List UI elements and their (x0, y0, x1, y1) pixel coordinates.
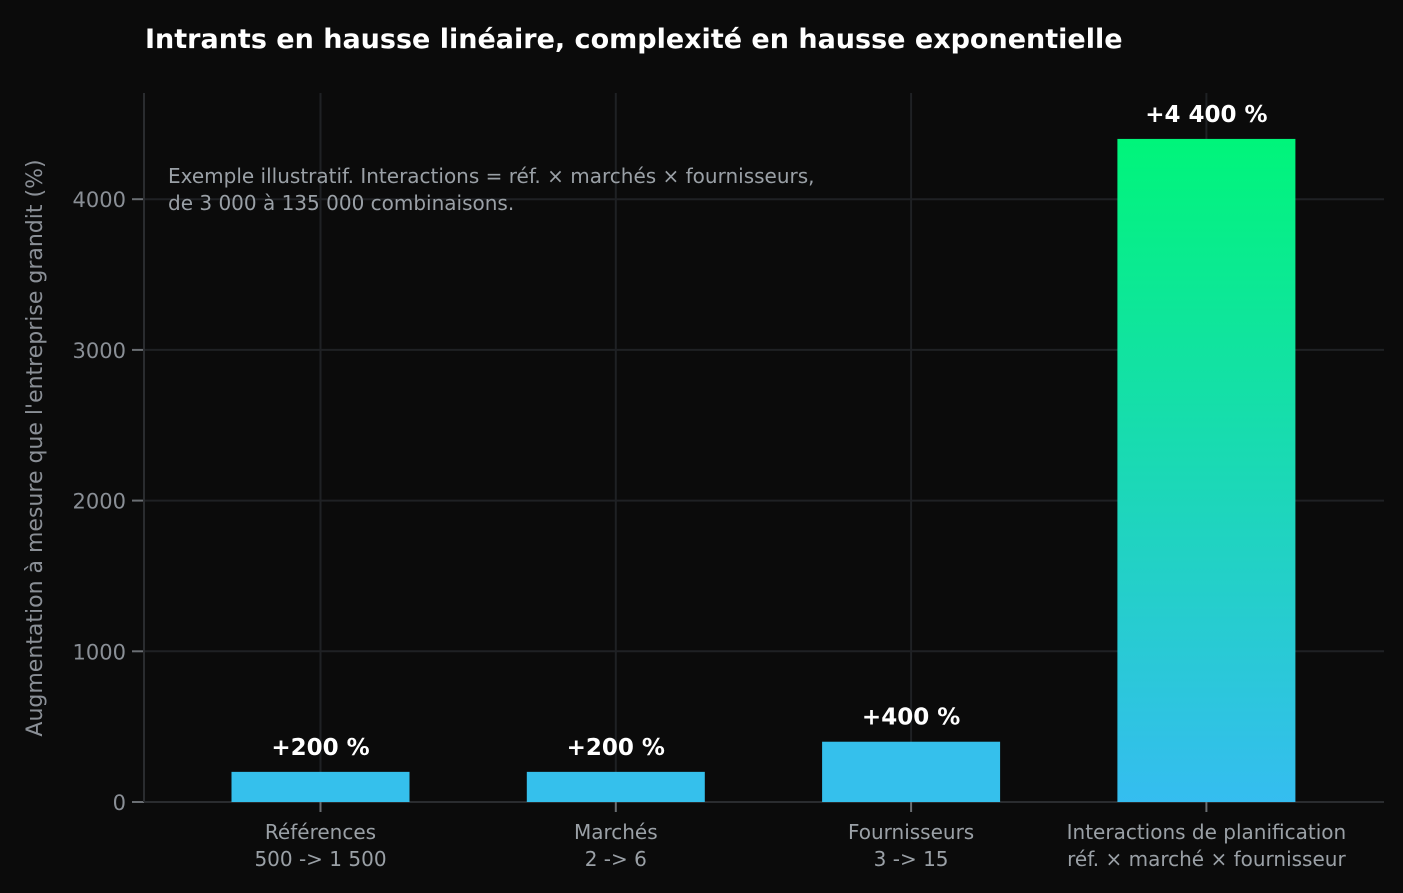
bar-1 (526, 771, 705, 802)
annotation-line-2: de 3 000 à 135 000 combinaisons. (168, 191, 514, 215)
bar-0 (231, 771, 410, 802)
y-tick-label-0: 0 (113, 791, 126, 815)
y-axis-label: Augmentation à mesure que l'entreprise g… (23, 159, 48, 736)
x-tick-label-2: Fournisseurs (848, 820, 974, 844)
x-tick-detail-2: 3 -> 15 (874, 847, 949, 871)
value-label-2: +400 % (862, 705, 960, 731)
value-label-0: +200 % (271, 735, 369, 761)
y-tick-label-2: 2000 (73, 490, 126, 514)
x-tick-detail-3: réf. × marché × fournisseur (1067, 847, 1346, 871)
x-tick-detail-0: 500 -> 1 500 (254, 847, 386, 871)
y-tick-label-4: 4000 (73, 188, 126, 212)
bar-3 (1117, 138, 1296, 803)
annotation-line-1: Exemple illustratif. Interactions = réf.… (168, 164, 815, 188)
value-label-3: +4 400 % (1145, 102, 1267, 128)
bars (231, 138, 1296, 803)
bar-2 (822, 741, 1001, 802)
x-tick-label-3: Interactions de planification (1067, 820, 1347, 844)
y-tick-label-1: 1000 (73, 640, 126, 664)
x-tick-label-0: Références (265, 820, 376, 844)
chart-title: Intrants en hausse linéaire, complexité … (145, 24, 1123, 55)
labels: Références 500 -> 1 500 +200 % Marchés 2 -> … (254, 102, 1346, 871)
x-tick-label-1: Marchés (574, 820, 658, 844)
y-tick-label-3: 3000 (73, 339, 126, 363)
value-label-1: +200 % (567, 735, 665, 761)
x-tick-detail-1: 2 -> 6 (585, 847, 647, 871)
annotation-note: Exemple illustratif. Interactions = réf.… (168, 164, 821, 215)
